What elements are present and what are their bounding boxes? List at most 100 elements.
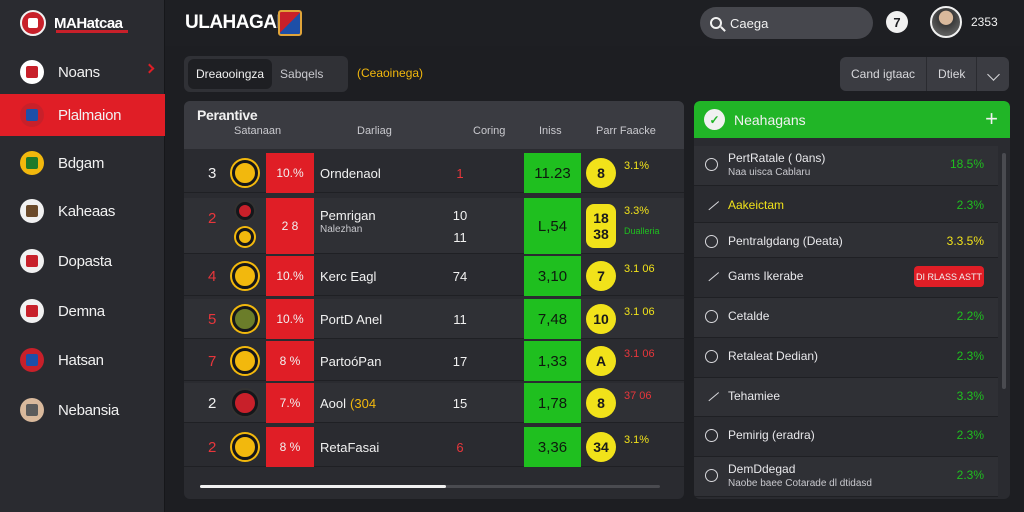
column-header-rating[interactable]: Darliag	[357, 125, 392, 137]
notification-button[interactable]: 7	[886, 11, 908, 33]
team-crest-icon	[20, 398, 44, 422]
table-row[interactable]: 2 7.% Aool (304 15 1,78 8 37 06	[184, 383, 684, 423]
win-rate-badge: 10.%	[266, 256, 314, 296]
list-item[interactable]: Pentralgdang (Deata) 3.3.5%	[694, 223, 998, 258]
status-icon	[705, 310, 718, 323]
tab-alert[interactable]: (Ceaoinega)	[357, 66, 424, 80]
list-item-name: Gams Ikerabe	[728, 269, 804, 283]
team-subtitle: Nalezhan	[320, 224, 363, 235]
user-score: 2353	[971, 15, 998, 29]
chevron-right-icon	[144, 63, 155, 74]
team-name[interactable]: Orndenaol	[320, 166, 381, 181]
rank: 2	[208, 439, 217, 456]
sidebar-item-label: Dopasta	[58, 252, 112, 270]
status-icon	[705, 350, 718, 363]
search-icon	[710, 17, 722, 29]
list-item[interactable]: Retaleat Dedian) 2.3%	[694, 338, 998, 378]
score-cell: 1,33	[524, 341, 581, 381]
team-crest-icon	[232, 263, 258, 289]
rank: 2	[208, 210, 217, 227]
rating: 6	[456, 440, 464, 455]
table-title: Perantive	[197, 107, 258, 123]
team-name[interactable]: PortD Anel	[320, 312, 382, 327]
team-crest-icon	[20, 348, 44, 372]
team-crest-icon	[20, 151, 44, 175]
sidebar-item-3[interactable]: Kaheaas	[0, 190, 165, 232]
list-item[interactable]: Pemirig (eradra) 2.3%	[694, 417, 998, 457]
tab-dreaooingza[interactable]: Dreaooingza	[188, 59, 273, 89]
column-header-team[interactable]: Satanaan	[234, 125, 282, 137]
score-cell: 1,78	[524, 383, 581, 423]
filter-button-cand[interactable]: Cand igtaac	[840, 57, 928, 91]
column-header-coring[interactable]: Coring	[473, 125, 506, 137]
list-item[interactable]: Gams Ikerabe DI RLASS ASTT	[694, 258, 998, 298]
list-item-name: PertRatale ( 0ans)	[728, 151, 826, 165]
win-rate-badge: 2 8	[266, 198, 314, 254]
topbar: ULAHAGAN 7 2353	[165, 0, 1024, 46]
status-badge[interactable]: DI RLASS ASTT	[914, 266, 984, 287]
team-crest-icon	[232, 390, 258, 416]
coin-badge: 8	[586, 158, 616, 188]
team-name-text: Pemrigan	[320, 208, 376, 223]
sidebar-item-0[interactable]: Noans	[0, 51, 165, 93]
list-item-name: Aakeictam	[728, 198, 785, 212]
table-row[interactable]: 2 8 % RetaFasai 6 3,36 34 3.1%	[184, 427, 684, 467]
list-item-value: 2.3%	[956, 468, 984, 482]
rating: 11	[453, 312, 467, 327]
column-header-index[interactable]: Iniss	[539, 125, 562, 137]
list-item[interactable]: DemDdegad Naobe baee Cotarade dl dtidasd 2…	[694, 457, 998, 497]
list-item-value: 2.3%	[956, 198, 984, 212]
team-name[interactable]: Aool (304	[320, 396, 376, 411]
team-crest-icon	[20, 103, 44, 127]
sidebar-item-2[interactable]: Bdgam	[0, 142, 165, 184]
status-icon	[703, 266, 720, 282]
coin-badge: 10	[586, 304, 616, 334]
sidebar-item-7[interactable]: Nebansia	[0, 389, 165, 431]
search-box[interactable]	[700, 7, 873, 39]
rank: 5	[208, 311, 217, 328]
sidebar-item-5[interactable]: Demna	[0, 290, 165, 332]
team-name[interactable]: PartoóPan	[320, 354, 381, 369]
horizontal-scrollbar[interactable]	[200, 485, 660, 488]
vertical-scrollbar[interactable]	[1002, 153, 1006, 389]
list-item[interactable]: Aakeictam 2.3%	[694, 187, 998, 223]
team-name-text: Kerc Eagl	[320, 269, 377, 284]
brand-name: MAHatcaa	[54, 14, 123, 32]
rating: 17	[452, 354, 468, 369]
team-name[interactable]: Kerc Eagl	[320, 269, 376, 284]
coin-badge: 18 38	[586, 204, 616, 248]
team-crest-icon	[232, 306, 258, 332]
brand-shield-icon	[20, 10, 46, 36]
form-percent: 37 06	[624, 390, 652, 402]
sidebar-item-1[interactable]: Plalmaion	[0, 94, 165, 136]
team-name[interactable]: Pemrigan	[320, 208, 376, 223]
table-header: Perantive Satanaan Darliag Coring Iniss …	[184, 101, 684, 149]
avatar[interactable]	[930, 6, 962, 38]
sidebar-item-6[interactable]: Hatsan	[0, 339, 165, 381]
list-item[interactable]: PertRatale ( 0ans) Naa uisca Cablaru 18.5%	[694, 146, 998, 186]
team-name[interactable]: RetaFasai	[320, 440, 379, 455]
team-name-text: Aool	[320, 396, 347, 411]
column-header-form[interactable]: Parr Faacke	[596, 125, 656, 137]
scrollbar-thumb[interactable]	[200, 485, 446, 488]
brand[interactable]: MAHatcaa	[0, 0, 164, 46]
sidebar-item-4[interactable]: Dopasta	[0, 240, 165, 282]
list-item[interactable]: Cetalde 2.2%	[694, 298, 998, 338]
filter-button-dtiek[interactable]: Dtiek	[927, 57, 978, 91]
table-row[interactable]: 4 10.% Kerc Eagl 74 3,10 7 3.1 06	[184, 256, 684, 296]
rating: 15	[452, 396, 468, 411]
tab-bar: Dreaooingza Sabqels	[184, 56, 348, 92]
search-input[interactable]	[730, 15, 860, 31]
favorite-button[interactable]	[977, 57, 1009, 91]
table-row[interactable]: 3 10.% Orndenaol 1 11.23 8 3.1%	[184, 153, 684, 193]
table-row[interactable]: 5 10.% PortD Anel 11 7,48 10 3.1 06	[184, 299, 684, 339]
add-button[interactable]: +	[985, 106, 998, 131]
list-item[interactable]: Tehamiee 3.3%	[694, 378, 998, 417]
team-crest-icon	[232, 160, 258, 186]
tab-sabqels[interactable]: Sabqels	[280, 67, 324, 81]
table-row[interactable]: 7 8 % PartoóPan 17 1,33 A 3.1 06	[184, 341, 684, 381]
score-cell: 7,48	[524, 299, 581, 339]
sidebar-item-label: Hatsan	[58, 351, 104, 369]
list-item-name: Pemirig (eradra)	[728, 428, 815, 442]
